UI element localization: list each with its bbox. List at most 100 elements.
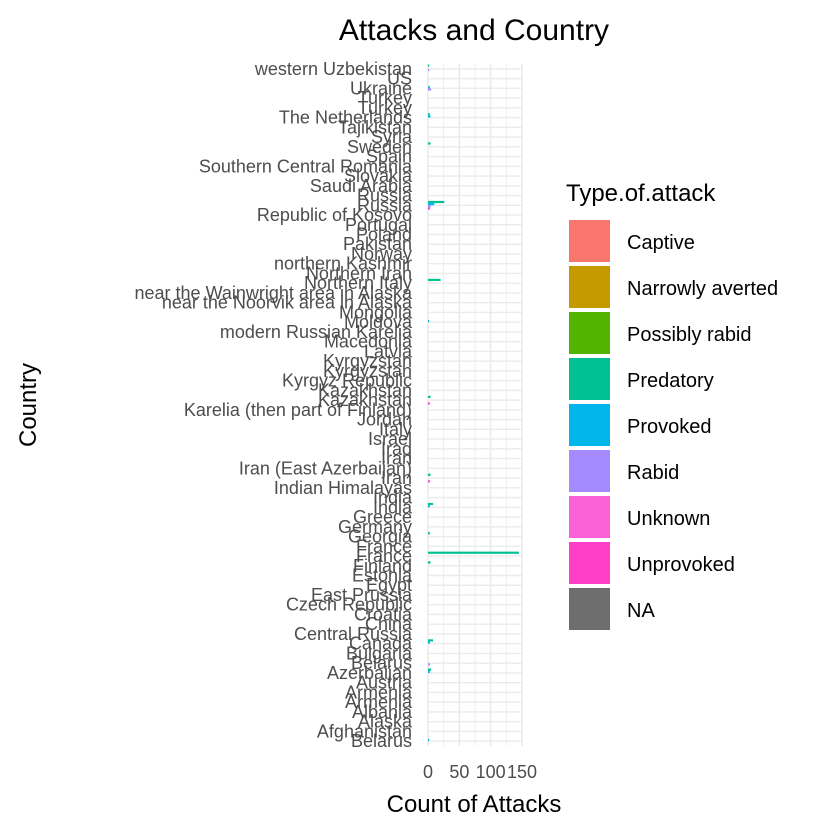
bar-rabid bbox=[428, 68, 430, 72]
legend-swatch bbox=[569, 496, 610, 538]
y-tick-label: East Prussia bbox=[311, 585, 413, 605]
bar-predatory bbox=[428, 502, 434, 506]
legend-label: Provoked bbox=[627, 416, 712, 438]
legend-swatch bbox=[569, 220, 610, 262]
x-tick-labels: 0 50 100 150 bbox=[423, 762, 537, 782]
legend-label: Predatory bbox=[627, 370, 714, 392]
y-tick-label: Karelia (then part of Finland) bbox=[184, 400, 412, 420]
bar-provoked bbox=[428, 670, 430, 673]
y-tick-label: Poland bbox=[356, 225, 412, 245]
y-tick-label: Kyrgyzstan bbox=[323, 361, 412, 381]
bar-predatory bbox=[428, 551, 519, 554]
y-tick-label: Tajikistan bbox=[338, 117, 412, 137]
y-tick-label: Alaska bbox=[358, 712, 413, 732]
legend: Type.of.attack Captive Narrowly averted Po… bbox=[566, 180, 778, 630]
y-tick-label: Germany bbox=[338, 517, 412, 537]
y-tick-label: modern Russian Karelia bbox=[220, 322, 413, 342]
y-tick-label: near the Noorvik area in Alaska bbox=[162, 293, 413, 313]
bar-predatory bbox=[428, 64, 430, 67]
y-tick-label: Portugal bbox=[345, 215, 412, 235]
x-tick-label: 0 bbox=[423, 762, 433, 782]
bar-provoked bbox=[428, 738, 430, 742]
y-tick-label: India bbox=[373, 488, 413, 508]
y-tick-label: western Uzbekistan bbox=[254, 59, 412, 79]
bar-provoked bbox=[428, 115, 431, 118]
y-tick-label: Belarus bbox=[351, 653, 412, 673]
legend-label: NA bbox=[627, 600, 655, 622]
y-tick-label: Kazakhstan bbox=[318, 380, 412, 400]
bar-predatory bbox=[428, 395, 431, 398]
y-tick-label: US bbox=[387, 69, 412, 89]
y-tick-label: Georgia bbox=[348, 527, 413, 547]
y-tick-label: Armenia bbox=[345, 692, 413, 712]
bar-rabid bbox=[428, 663, 430, 666]
y-tick-label: Slovakia bbox=[344, 166, 413, 186]
x-tick-label: 50 bbox=[449, 762, 469, 782]
y-tick-label: Bulgaria bbox=[346, 643, 413, 663]
bar-unprovoked bbox=[428, 480, 430, 483]
y-tick-label: Finland bbox=[353, 556, 412, 576]
legend-swatch bbox=[569, 588, 610, 630]
y-tick-label: Ukraine bbox=[350, 78, 412, 98]
legend-label: Possibly rabid bbox=[627, 324, 752, 346]
y-tick-label: Albania bbox=[352, 702, 413, 722]
bar-predatory bbox=[428, 473, 431, 476]
y-tick-label: Czech Republic bbox=[286, 595, 412, 615]
y-tick-label: Moldova bbox=[344, 312, 413, 332]
y-tick-label: France bbox=[356, 546, 412, 566]
legend-label: Rabid bbox=[627, 462, 679, 484]
legend-swatch bbox=[569, 358, 610, 400]
y-tick-label: France bbox=[356, 536, 412, 556]
legend-title: Type.of.attack bbox=[566, 180, 716, 207]
bar-predatory bbox=[428, 278, 441, 282]
x-axis-title: Count of Attacks bbox=[387, 791, 562, 818]
bar-predatory bbox=[428, 668, 432, 671]
bar-predatory bbox=[428, 532, 430, 535]
y-tick-label: Belarus bbox=[351, 731, 412, 751]
y-tick-label: India bbox=[373, 497, 413, 517]
legend-label: Captive bbox=[627, 232, 695, 254]
y-tick-label: Southern Central Romania bbox=[199, 156, 413, 176]
y-tick-label: Iran (East Azerbaijan) bbox=[239, 458, 412, 478]
y-tick-label: Sweden bbox=[347, 137, 412, 157]
bar-provoked bbox=[428, 86, 430, 89]
y-tick-label: Kazakhstan bbox=[318, 390, 412, 410]
bar-provoked bbox=[428, 505, 430, 508]
y-tick-label: Indian Himalayas bbox=[274, 478, 412, 498]
y-tick-label: Israel bbox=[368, 429, 412, 449]
y-tick-label: Armenia bbox=[345, 682, 413, 702]
y-tick-label: near the Wainwright area in Alaska bbox=[135, 283, 413, 303]
y-tick-label: Macedonia bbox=[324, 332, 413, 352]
y-tick-label: Azerbaijan bbox=[327, 663, 412, 683]
y-tick-label: Iraq bbox=[381, 439, 412, 459]
y-tick-label: Italy bbox=[379, 419, 412, 439]
y-tick-label: Russia bbox=[357, 186, 413, 206]
x-tick-label: 100 bbox=[476, 762, 506, 782]
y-tick-label: Iran bbox=[381, 449, 412, 469]
y-tick-label: Egypt bbox=[366, 575, 412, 595]
y-tick-label: Austria bbox=[356, 673, 413, 693]
y-tick-label: Republic of Kosovo bbox=[257, 205, 412, 225]
bars bbox=[428, 64, 519, 742]
y-axis-title: Country bbox=[15, 363, 42, 447]
y-tick-label: Canada bbox=[349, 634, 413, 654]
legend-swatch bbox=[569, 312, 610, 354]
y-tick-label: Estonia bbox=[352, 566, 413, 586]
x-tick-label: 150 bbox=[507, 762, 537, 782]
y-tick-label: Afghanistan bbox=[317, 721, 412, 741]
bar-provoked bbox=[428, 641, 430, 644]
y-tick-label: Northern Iran bbox=[306, 263, 412, 283]
bar-provoked bbox=[428, 319, 430, 323]
chart-title: Attacks and Country bbox=[339, 14, 609, 47]
legend-swatch bbox=[569, 404, 610, 446]
y-tick-label: Jordan bbox=[357, 410, 412, 430]
y-tick-label: Mongolia bbox=[339, 302, 413, 322]
legend-swatch bbox=[569, 266, 610, 308]
y-tick-label: Syria bbox=[371, 127, 413, 147]
bar-rabid bbox=[428, 205, 431, 208]
y-tick-label: northern Kashmir bbox=[274, 254, 412, 274]
bar-unprovoked bbox=[428, 402, 430, 405]
bar-predatory bbox=[428, 200, 445, 204]
y-tick-label: Iran bbox=[381, 468, 412, 488]
legend-label: Unknown bbox=[627, 508, 710, 530]
